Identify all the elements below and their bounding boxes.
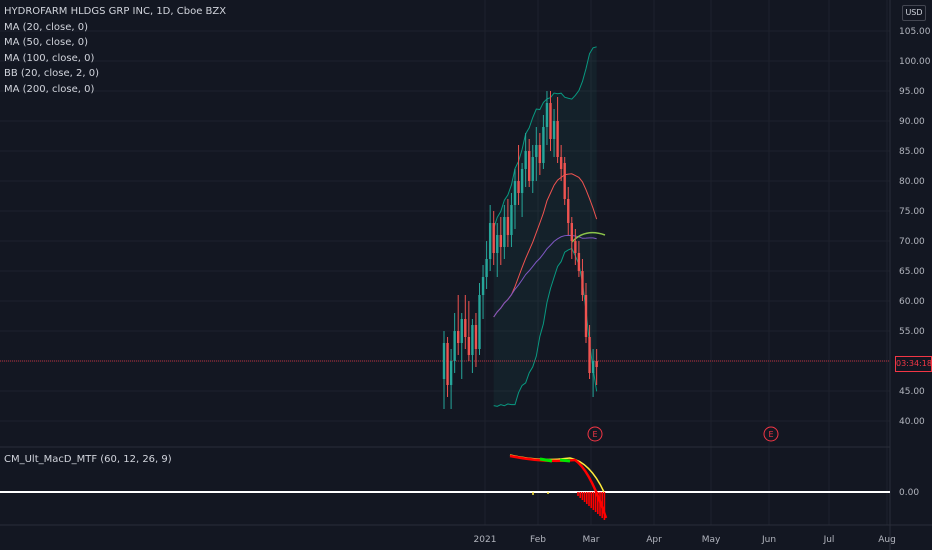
candle-body	[517, 181, 520, 193]
x-tick-label: Feb	[530, 535, 546, 545]
candle-body	[506, 217, 510, 235]
candle-body	[467, 337, 471, 355]
y-tick-label: 40.00	[899, 417, 925, 427]
macd-cross-up	[539, 457, 553, 463]
candle-body	[531, 157, 534, 181]
candle-body	[552, 121, 556, 139]
candle-body	[570, 223, 573, 241]
y-tick-label: 105.00	[899, 27, 931, 37]
bollinger-upper	[493, 46, 597, 229]
candle-body	[496, 235, 499, 253]
candle-body	[513, 181, 517, 205]
macd-zero-label: 0.00	[899, 488, 919, 498]
candle-body	[481, 277, 485, 295]
earnings-marker	[587, 426, 603, 442]
candle-body	[478, 295, 481, 349]
earnings-marker-label: E	[592, 430, 597, 439]
candle-body	[581, 271, 584, 295]
macd-line	[509, 454, 608, 519]
y-tick-label: 70.00	[899, 237, 925, 247]
candle-body	[549, 103, 552, 139]
candle-body	[488, 223, 492, 259]
macd-cross-up	[559, 458, 571, 463]
indicator-ma200[interactable]: MA (200, close, 0)	[4, 83, 95, 95]
x-tick-label: 2021	[474, 535, 497, 545]
y-tick-label: 95.00	[899, 87, 925, 97]
candle-body	[591, 361, 595, 373]
symbol-title[interactable]: HYDROFARM HLDGS GRP INC, 1D, Cboe BZX	[4, 6, 227, 17]
candle-body	[577, 253, 581, 271]
candle-body	[584, 295, 588, 337]
bollinger-fill	[493, 46, 597, 407]
candle-body	[520, 169, 524, 193]
candle-body	[449, 361, 453, 385]
indicator-ma100[interactable]: MA (100, close, 0)	[4, 52, 95, 64]
candle-body	[556, 121, 559, 157]
candle-body	[559, 157, 563, 169]
indicator-ma50[interactable]: MA (50, close, 0)	[4, 37, 89, 48]
candle-body	[510, 205, 513, 235]
candle-body	[542, 127, 545, 163]
candle-body	[545, 103, 549, 127]
candle-body	[453, 331, 456, 361]
y-tick-label: 75.00	[899, 207, 925, 217]
candle-body	[442, 343, 446, 379]
x-tick-label: Jun	[761, 535, 776, 545]
candle-body	[499, 235, 502, 247]
y-tick-label: 90.00	[899, 117, 925, 127]
candle-body	[474, 325, 478, 349]
x-tick-label: Apr	[646, 535, 662, 545]
y-tick-label: 100.00	[899, 57, 931, 67]
y-tick-label: 80.00	[899, 177, 925, 187]
candle-body	[471, 325, 474, 355]
candle-body	[503, 217, 506, 247]
candle-body	[567, 199, 570, 223]
ma-200-line	[571, 231, 606, 243]
y-tick-label: 45.00	[899, 387, 925, 397]
candle-body	[538, 145, 542, 163]
y-tick-label: 85.00	[899, 147, 925, 157]
candle-body	[535, 145, 538, 157]
indicator-bb[interactable]: BB (20, close, 2, 0)	[4, 68, 99, 79]
x-tick-label: May	[702, 535, 721, 545]
earnings-marker-label: E	[768, 430, 773, 439]
candle-body	[485, 259, 488, 277]
x-tick-label: Mar	[583, 535, 600, 545]
ma-50-line	[493, 234, 597, 318]
candle-body	[574, 241, 577, 253]
y-tick-label: 55.00	[899, 327, 925, 337]
candle-body	[563, 163, 566, 199]
indicator-legend: HYDROFARM HLDGS GRP INC, 1D, Cboe BZX MA…	[4, 4, 226, 97]
last-price-countdown: 03:34:18	[895, 356, 932, 372]
y-tick-label: 65.00	[899, 267, 925, 277]
candle-body	[528, 151, 531, 181]
indicator-ma20[interactable]: MA (20, close, 0)	[4, 21, 89, 33]
candle-body	[588, 337, 591, 373]
y-tick-label: 60.00	[899, 297, 925, 307]
candle-body	[492, 223, 495, 253]
candle-body	[464, 319, 467, 337]
candle-body	[457, 331, 460, 343]
currency-badge[interactable]: USD	[902, 5, 926, 21]
x-tick-label: Jul	[823, 535, 835, 545]
earnings-marker	[763, 426, 779, 442]
candle-body	[595, 361, 598, 367]
candle-body	[460, 319, 463, 343]
candle-body	[446, 343, 449, 385]
candle-body	[524, 151, 527, 169]
x-tick-label: Aug	[878, 535, 896, 545]
macd-indicator-label[interactable]: CM_Ult_MacD_MTF (60, 12, 26, 9)	[4, 454, 172, 465]
